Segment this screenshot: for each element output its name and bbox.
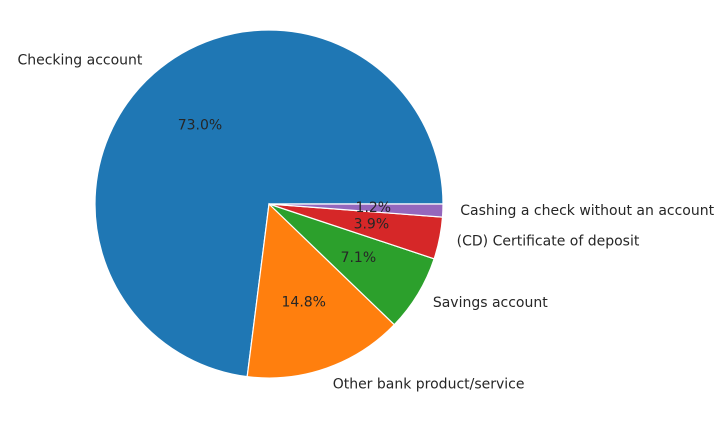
pie-slice-cashing-a-check-without-an-account	[268, 203, 444, 218]
pie-percent-label-checking-account: 73.0%	[178, 118, 222, 134]
pie-percent-label-cd-certificate-of-deposit: 3.9%	[354, 217, 390, 233]
pie-percent-label-cashing-a-check-without-an-account: 1.2%	[356, 200, 392, 216]
pie-category-label-cashing-a-check-without-an-account: Cashing a check without an account	[460, 203, 714, 219]
pie-category-label-other-bank-product-service: Other bank product/service	[333, 376, 525, 392]
pie-percent-label-savings-account: 7.1%	[341, 250, 377, 266]
category-labels: Checking account Other bank product/servi…	[17, 52, 714, 392]
pie-slices	[94, 29, 444, 379]
pie-category-label-cd-certificate-of-deposit: (CD) Certificate of deposit	[457, 234, 640, 250]
percent-labels: 73.0% 14.8% 7.1% 3.9%1.2%	[178, 118, 391, 311]
pie-category-label-checking-account: Checking account	[17, 52, 142, 68]
pie-percent-label-other-bank-product-service: 14.8%	[282, 294, 326, 310]
pie-slice-other-bank-product-service	[246, 202, 396, 379]
pie-category-label-savings-account: Savings account	[433, 295, 548, 311]
